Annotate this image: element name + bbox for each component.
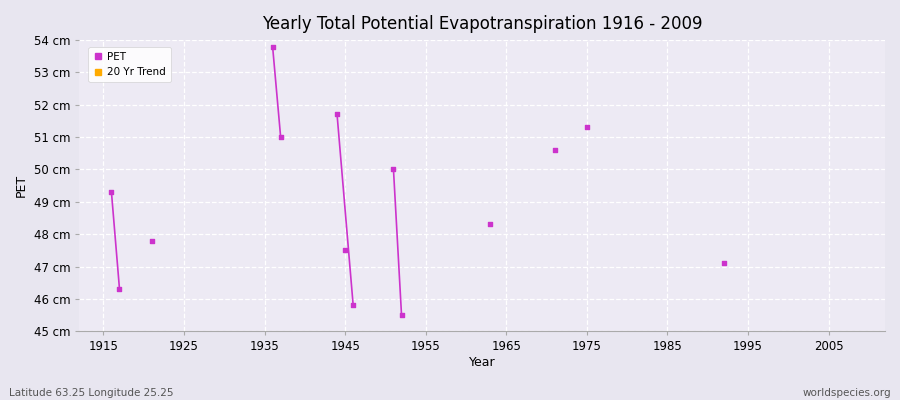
Point (338, 247, 352, 254)
Legend: PET, 20 Yr Trend: PET, 20 Yr Trend (88, 47, 171, 82)
Point (274, 134, 288, 140)
Title: Yearly Total Potential Evapotranspiration 1916 - 2009: Yearly Total Potential Evapotranspiratio… (262, 15, 702, 33)
Point (330, 111, 345, 118)
Point (266, 43, 280, 50)
Point (716, 260, 731, 266)
Point (394, 312, 409, 318)
Y-axis label: PET: PET (15, 174, 28, 197)
Point (112, 286, 127, 292)
Point (386, 166, 400, 173)
Text: worldspecies.org: worldspecies.org (803, 388, 891, 398)
Point (104, 189, 119, 195)
X-axis label: Year: Year (469, 356, 495, 369)
Point (346, 302, 360, 308)
Point (580, 124, 594, 131)
Point (547, 147, 562, 153)
Text: Latitude 63.25 Longitude 25.25: Latitude 63.25 Longitude 25.25 (9, 388, 174, 398)
Point (145, 238, 159, 244)
Point (483, 221, 498, 228)
